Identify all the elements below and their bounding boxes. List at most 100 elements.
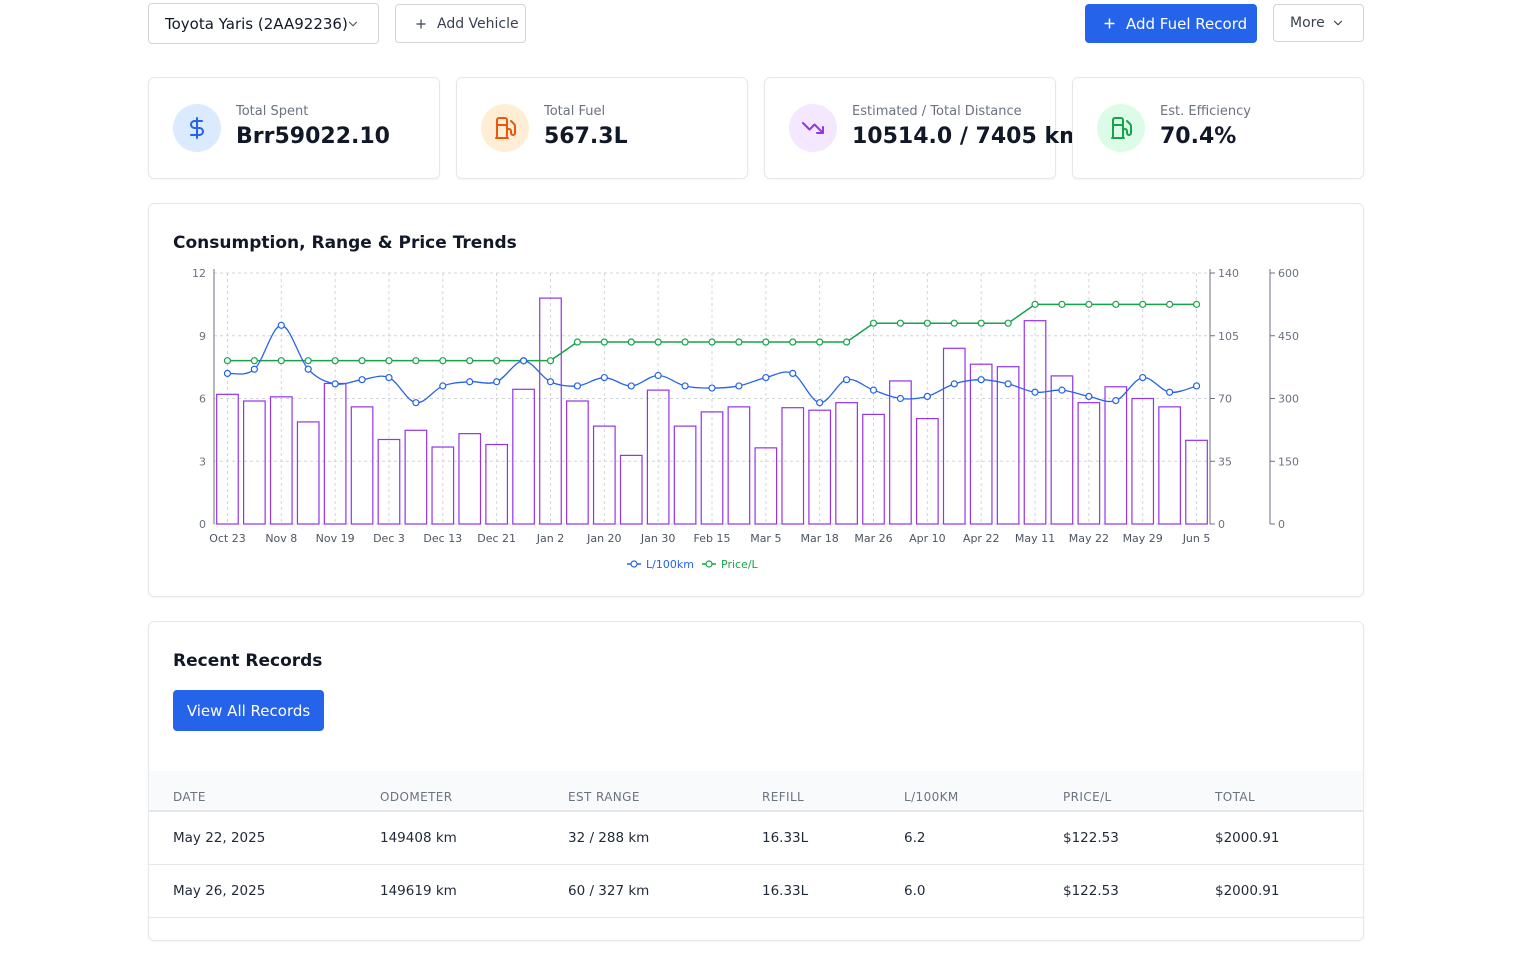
consumption-point bbox=[358, 376, 366, 384]
add-vehicle-button[interactable]: Add Vehicle bbox=[395, 4, 526, 43]
range-bar bbox=[996, 366, 1020, 525]
cell-total: $2000.91 bbox=[1215, 830, 1280, 846]
range-bar bbox=[243, 400, 266, 525]
y-tick-label: 0 bbox=[199, 518, 206, 531]
range-bar bbox=[889, 380, 912, 525]
consumption-point bbox=[412, 399, 420, 407]
stat-value: 567.3L bbox=[544, 124, 628, 149]
range-bar bbox=[862, 413, 885, 525]
consumption-point bbox=[950, 380, 958, 388]
chart-card: Consumption, Range & Price Trends 0 3 6 9 12… bbox=[148, 203, 1364, 597]
cell-refill: 16.33L bbox=[762, 830, 809, 846]
price-point bbox=[1085, 300, 1093, 308]
price-point bbox=[600, 338, 608, 346]
consumption-point bbox=[277, 321, 285, 329]
y-tick-label: 6 bbox=[199, 393, 206, 406]
y-right2-tick-label: 600 bbox=[1278, 267, 1299, 280]
range-bar bbox=[539, 297, 562, 525]
add-vehicle-label: Add Vehicle bbox=[437, 15, 519, 32]
y-right-tick-label: 35 bbox=[1218, 455, 1232, 468]
price-point bbox=[627, 338, 635, 346]
x-tick-label: May 29 bbox=[1123, 532, 1163, 545]
price-point bbox=[331, 357, 339, 365]
range-bar bbox=[592, 425, 616, 525]
price-point bbox=[223, 357, 232, 365]
price-point bbox=[896, 319, 905, 327]
cell-consumption: 6.2 bbox=[904, 830, 926, 846]
table-row[interactable]: May 22, 2025 149408 km 32 / 288 km 16.33… bbox=[149, 811, 1363, 864]
price-point bbox=[412, 357, 420, 365]
y-right2-tick-label: 450 bbox=[1278, 330, 1299, 343]
y-right-tick-label: 140 bbox=[1218, 267, 1239, 280]
x-tick-label: Dec 3 bbox=[373, 532, 405, 545]
range-bar bbox=[1023, 320, 1047, 525]
vehicle-select[interactable]: Toyota Yaris (2AA92236) bbox=[148, 3, 379, 44]
stat-value: Brr59022.10 bbox=[236, 124, 390, 149]
price-point bbox=[1112, 300, 1120, 308]
price-point bbox=[1139, 300, 1147, 308]
price-point bbox=[1031, 300, 1039, 308]
range-bar bbox=[619, 454, 643, 525]
range-bar bbox=[1077, 402, 1101, 525]
cell-refill: 16.33L bbox=[762, 883, 809, 899]
price-point bbox=[277, 357, 285, 365]
price-point bbox=[950, 319, 958, 327]
legend-marker bbox=[705, 560, 713, 568]
column-header-total: TOTAL bbox=[1215, 790, 1256, 804]
more-label: More bbox=[1290, 15, 1325, 31]
consumption-point bbox=[600, 373, 608, 382]
y-right-tick-label: 105 bbox=[1218, 330, 1239, 343]
legend-marker bbox=[630, 560, 638, 568]
y-right2-tick-label: 300 bbox=[1278, 393, 1299, 406]
cell-total: $2000.91 bbox=[1215, 883, 1280, 899]
y-right2-tick-label: 150 bbox=[1278, 455, 1299, 468]
stat-label: Total Spent bbox=[236, 104, 309, 119]
range-bar bbox=[458, 433, 482, 525]
price-point bbox=[681, 338, 689, 346]
range-bar bbox=[808, 409, 832, 525]
column-header-date: DATE bbox=[173, 790, 206, 804]
y-right-tick-label: 70 bbox=[1218, 393, 1232, 406]
y-tick-label: 12 bbox=[192, 267, 206, 280]
x-tick-label: Apr 22 bbox=[963, 532, 1000, 545]
column-header-odometer: ODOMETER bbox=[380, 790, 453, 804]
x-tick-label: Mar 18 bbox=[801, 532, 839, 545]
consumption-point bbox=[1004, 380, 1012, 388]
price-point bbox=[304, 357, 312, 365]
cell-est-range: 32 / 288 km bbox=[568, 830, 650, 846]
table-row[interactable]: May 26, 2025 149619 km 60 / 327 km 16.33… bbox=[149, 864, 1363, 917]
stat-card-total-fuel: Total Fuel 567.3L bbox=[456, 77, 748, 179]
range-bar bbox=[754, 447, 778, 525]
cell-odometer: 149619 km bbox=[380, 883, 457, 899]
price-point bbox=[546, 357, 555, 365]
range-bar bbox=[835, 402, 858, 525]
range-bar bbox=[1104, 386, 1128, 525]
x-tick-label: Mar 26 bbox=[854, 532, 892, 545]
price-point bbox=[1166, 300, 1174, 308]
column-header-consumption: L/100KM bbox=[904, 790, 959, 804]
consumption-point bbox=[842, 376, 851, 384]
range-bar bbox=[1131, 397, 1155, 525]
range-bar bbox=[1185, 439, 1208, 525]
legend-label-price: Price/L bbox=[721, 558, 759, 571]
stat-card-distance: Estimated / Total Distance 10514.0 / 740… bbox=[764, 77, 1082, 179]
consumption-point bbox=[1139, 373, 1147, 382]
range-bar bbox=[727, 406, 751, 525]
view-all-records-button[interactable]: View All Records bbox=[173, 690, 324, 731]
stat-value: 10514.0 / 7405 km bbox=[852, 124, 1083, 149]
stat-value: 70.4% bbox=[1160, 124, 1237, 149]
consumption-point bbox=[977, 376, 985, 384]
range-bar bbox=[350, 406, 374, 525]
more-dropdown[interactable]: More bbox=[1273, 4, 1364, 42]
x-tick-label: Oct 23 bbox=[209, 532, 246, 545]
range-bar bbox=[673, 425, 697, 525]
price-point bbox=[842, 338, 851, 346]
table-row[interactable] bbox=[149, 917, 1363, 970]
add-fuel-record-button[interactable]: Add Fuel Record bbox=[1085, 4, 1257, 43]
range-bar bbox=[377, 438, 401, 525]
range-bar bbox=[700, 411, 724, 525]
stat-card-total-spent: Total Spent Brr59022.10 bbox=[148, 77, 440, 179]
x-tick-label: Jun 5 bbox=[1182, 532, 1211, 545]
y-right2-tick-label: 0 bbox=[1278, 518, 1285, 531]
cell-consumption: 6.0 bbox=[904, 883, 926, 899]
